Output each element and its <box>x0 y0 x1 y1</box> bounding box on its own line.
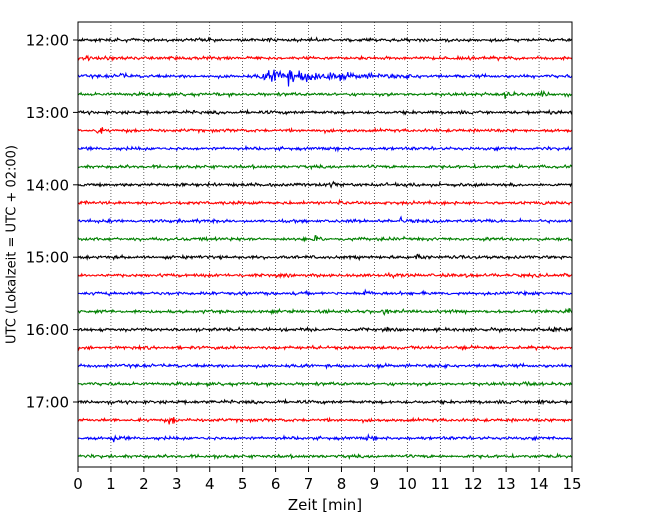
trace-row-1745 <box>77 452 573 461</box>
x-tick-label-4: 4 <box>205 475 215 493</box>
trace-row-1330 <box>77 144 573 153</box>
y-tick-label-1500: 15:00 <box>26 249 69 267</box>
trace-row-1430 <box>77 215 573 225</box>
x-tick-label-8: 8 <box>337 475 347 493</box>
trace-row-1715 <box>77 416 573 425</box>
x-tick-label-0: 0 <box>73 475 83 493</box>
x-axis-label: Zeit [min] <box>288 496 362 514</box>
trace-row-1700 <box>77 397 573 406</box>
trace-row-1415 <box>77 198 573 207</box>
y-tick-label-1200: 12:00 <box>26 32 69 50</box>
trace-row-1245 <box>77 89 573 99</box>
trace-row-1730 <box>77 433 573 443</box>
y-tick-label-1300: 13:00 <box>26 104 69 122</box>
y-tick-label-1400: 14:00 <box>26 176 69 194</box>
y-axis-label: UTC (Lokalzeit = UTC + 02:00) <box>5 145 20 344</box>
y-tick-label-1700: 17:00 <box>26 394 69 412</box>
plot-frame <box>77 21 573 468</box>
trace-row-1345 <box>77 162 573 171</box>
x-tick-label-10: 10 <box>398 475 417 493</box>
trace-row-1630 <box>77 362 573 371</box>
gridlines <box>110 22 540 467</box>
trace-row-1315 <box>77 126 573 135</box>
trace-row-1545 <box>77 307 573 317</box>
x-tick-label-2: 2 <box>139 475 149 493</box>
x-tick-label-9: 9 <box>370 475 380 493</box>
trace-row-1500 <box>77 253 573 262</box>
x-tick-label-14: 14 <box>530 475 549 493</box>
trace-row-1215 <box>77 54 573 62</box>
y-axis-ticks: 12:00 13:00 14:00 15:00 16:00 17:00 <box>26 32 78 412</box>
trace-row-1600 <box>77 325 573 334</box>
trace-row-1645 <box>77 380 573 388</box>
x-tick-label-6: 6 <box>271 475 281 493</box>
seismogram-traces <box>77 36 573 461</box>
x-tick-label-13: 13 <box>497 475 516 493</box>
x-tick-label-11: 11 <box>431 475 450 493</box>
x-tick-label-15: 15 <box>562 475 581 493</box>
x-axis-ticks: 0 1 2 3 4 5 6 7 8 9 10 11 12 13 14 15 <box>73 467 582 493</box>
trace-row-1200 <box>77 36 573 44</box>
trace-row-1230 <box>77 69 573 87</box>
trace-row-1615 <box>77 344 573 352</box>
y-tick-label-1600: 16:00 <box>26 321 69 339</box>
x-tick-label-12: 12 <box>464 475 483 493</box>
trace-row-1515 <box>77 271 573 280</box>
trace-row-1445 <box>77 235 573 243</box>
trace-row-1400 <box>77 180 573 189</box>
trace-row-1300 <box>77 108 573 116</box>
x-tick-label-5: 5 <box>238 475 248 493</box>
x-tick-label-7: 7 <box>304 475 314 493</box>
x-tick-label-3: 3 <box>172 475 182 493</box>
x-tick-label-1: 1 <box>106 475 116 493</box>
trace-row-1530 <box>77 288 573 297</box>
